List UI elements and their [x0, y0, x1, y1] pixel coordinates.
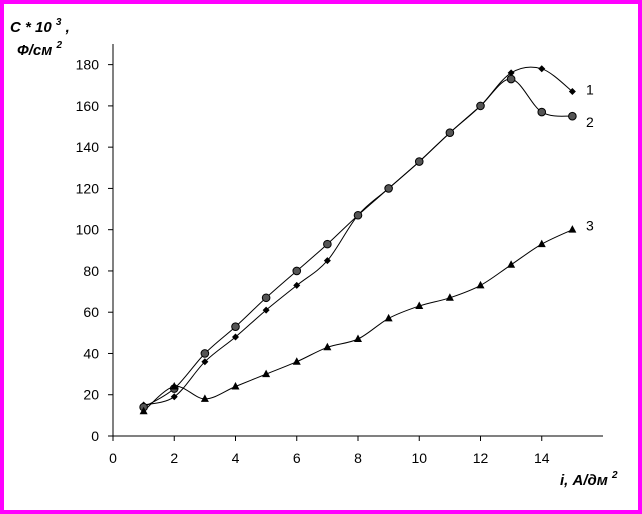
series-2-point	[384, 184, 393, 193]
y-tick-label: 20	[83, 387, 99, 403]
series-2-point	[568, 111, 577, 121]
series-2-point	[231, 322, 240, 331]
series-3-point	[292, 357, 301, 365]
series-1-point	[568, 87, 576, 95]
x-tick-label: 0	[109, 450, 117, 466]
y-tick-label: 0	[91, 428, 99, 444]
series-3-point	[507, 260, 516, 268]
y-tick-label: 120	[76, 180, 100, 196]
series-1-point	[201, 358, 209, 366]
series-2-point	[323, 239, 332, 249]
y-tick-label: 100	[76, 222, 100, 238]
series-3-point	[262, 369, 271, 378]
series-2-line	[143, 78, 573, 408]
series-labels: 1 2 3	[586, 81, 594, 233]
series-lines	[143, 66, 573, 412]
series-1-point	[262, 306, 270, 314]
x-tick-label: 2	[170, 450, 178, 466]
series-3-point	[445, 293, 454, 301]
series-3-point	[200, 394, 209, 402]
series-2-point	[537, 107, 547, 117]
series-3-point	[354, 334, 362, 343]
series-3-point	[139, 406, 148, 415]
series-3-point	[384, 313, 393, 322]
series-3-label: 3	[586, 218, 594, 234]
y-tick-label: 80	[83, 263, 99, 279]
series-1-point	[323, 257, 331, 265]
x-tick-label: 14	[534, 450, 550, 466]
x-tick-label: 4	[232, 450, 240, 466]
series-1-label: 1	[586, 81, 594, 97]
axes	[112, 44, 603, 437]
series-2-label: 2	[586, 114, 594, 130]
y-tick-label: 60	[83, 304, 99, 320]
x-tick-label: 12	[473, 450, 489, 466]
series-2-point	[445, 128, 455, 138]
series-2-point	[292, 266, 302, 276]
series-markers	[139, 65, 577, 415]
series-2-point	[200, 349, 210, 358]
x-tick-label: 10	[411, 450, 427, 466]
y-tick-label: 180	[76, 57, 100, 73]
x-tick-label: 6	[293, 450, 301, 466]
series-3-point	[476, 280, 485, 289]
series-1-point	[538, 65, 546, 73]
series-3-point	[537, 239, 546, 248]
series-1-point	[507, 69, 515, 77]
series-3-point	[170, 381, 179, 390]
series-3-point	[568, 225, 577, 233]
series-3-line	[143, 229, 573, 412]
series-1-point	[170, 393, 178, 401]
series-1-point	[232, 333, 239, 341]
y-tick-label: 40	[83, 345, 99, 361]
series-3-point	[415, 301, 424, 310]
tick-labels: 0 20 40 60 80 100 120 140 160 180 0 2 4 6 8 10 12 14	[76, 57, 550, 466]
y-tick-label: 140	[76, 139, 100, 155]
series-1-point	[293, 281, 301, 289]
series-2-point	[261, 293, 271, 303]
series-3-point	[231, 381, 240, 390]
x-axis-title: i, А/дм 2	[560, 470, 618, 489]
series-2-point	[414, 157, 424, 166]
y-tick-label: 160	[76, 98, 100, 114]
series-3-point	[323, 342, 332, 351]
y-axis-title: C * 10 3 ,	[10, 17, 70, 36]
series-2-point	[476, 101, 485, 111]
series-2-point	[506, 74, 516, 84]
series-2-point	[353, 210, 363, 220]
y-axis-unit: Ф/см 2	[17, 40, 63, 59]
x-tick-label: 8	[354, 450, 362, 466]
